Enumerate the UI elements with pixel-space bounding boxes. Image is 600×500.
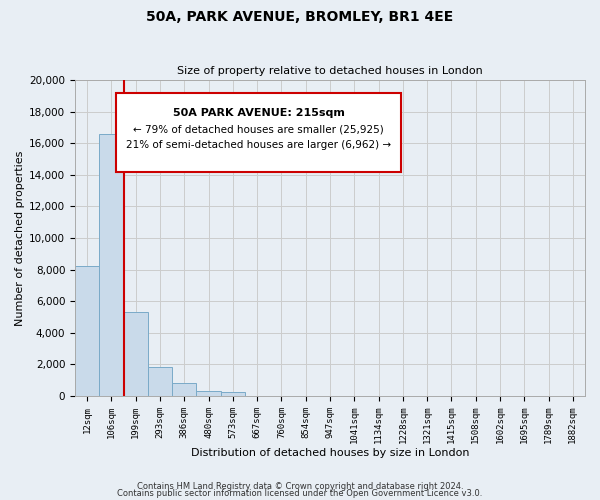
Bar (75, 266, 99, 396)
Text: 21% of semi-detached houses are larger (6,962) →: 21% of semi-detached houses are larger (… (126, 140, 391, 150)
Bar (99, 134, 124, 396)
Text: ← 79% of detached houses are smaller (25,925): ← 79% of detached houses are smaller (25… (133, 124, 384, 134)
X-axis label: Distribution of detached houses by size in London: Distribution of detached houses by size … (191, 448, 469, 458)
Y-axis label: Number of detached properties: Number of detached properties (15, 150, 25, 326)
Text: 50A PARK AVENUE: 215sqm: 50A PARK AVENUE: 215sqm (173, 108, 344, 118)
Bar (221, 392, 245, 396)
Bar (172, 384, 196, 396)
Text: Contains public sector information licensed under the Open Government Licence v3: Contains public sector information licen… (118, 490, 482, 498)
Bar (196, 391, 221, 396)
Text: 50A, PARK AVENUE, BROMLEY, BR1 4EE: 50A, PARK AVENUE, BROMLEY, BR1 4EE (146, 10, 454, 24)
Bar (124, 312, 148, 396)
Bar (148, 367, 172, 396)
Text: Contains HM Land Registry data © Crown copyright and database right 2024.: Contains HM Land Registry data © Crown c… (137, 482, 463, 491)
FancyBboxPatch shape (116, 92, 401, 172)
Title: Size of property relative to detached houses in London: Size of property relative to detached ho… (177, 66, 483, 76)
